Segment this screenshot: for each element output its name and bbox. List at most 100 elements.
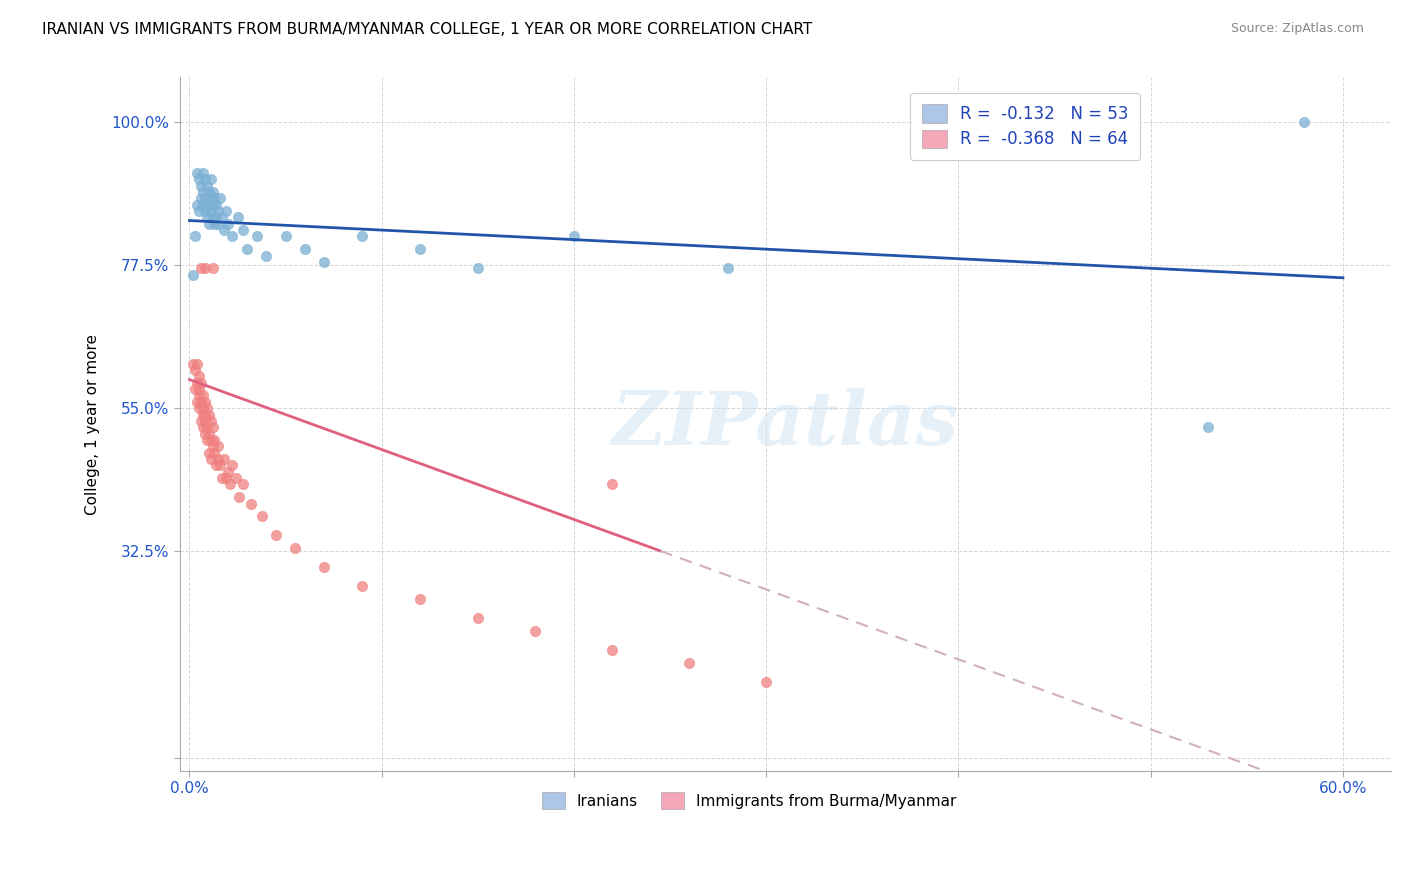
Point — [236, 242, 259, 256]
Point — [201, 261, 224, 276]
Point — [197, 408, 219, 422]
Point — [195, 420, 218, 434]
Point — [191, 166, 214, 180]
Point — [312, 560, 335, 574]
Point — [221, 458, 243, 473]
Point — [197, 445, 219, 459]
Point — [186, 166, 208, 180]
Point — [239, 497, 262, 511]
Point — [1294, 115, 1316, 129]
Point — [188, 172, 211, 186]
Point — [211, 471, 233, 485]
Point — [215, 471, 238, 485]
Point — [190, 394, 212, 409]
Point — [205, 458, 228, 473]
Point — [190, 376, 212, 390]
Point — [197, 197, 219, 211]
Point — [195, 401, 218, 416]
Text: ZIPatlas: ZIPatlas — [612, 388, 959, 460]
Point — [186, 197, 208, 211]
Y-axis label: College, 1 year or more: College, 1 year or more — [86, 334, 100, 515]
Point — [678, 656, 700, 670]
Point — [232, 223, 254, 237]
Text: Source: ZipAtlas.com: Source: ZipAtlas.com — [1230, 22, 1364, 36]
Point — [200, 191, 222, 205]
Point — [207, 217, 229, 231]
Point — [204, 217, 226, 231]
Point — [228, 490, 250, 504]
Point — [562, 229, 585, 244]
Point — [191, 388, 214, 402]
Point — [195, 197, 218, 211]
Point — [254, 248, 277, 262]
Point — [200, 414, 222, 428]
Point — [755, 674, 778, 689]
Point — [186, 357, 208, 371]
Point — [186, 376, 208, 390]
Point — [274, 229, 297, 244]
Point — [190, 261, 212, 276]
Point — [467, 261, 489, 276]
Point — [205, 197, 228, 211]
Point — [204, 445, 226, 459]
Point — [602, 477, 624, 491]
Point — [194, 414, 217, 428]
Point — [191, 197, 214, 211]
Point — [191, 185, 214, 199]
Point — [212, 452, 235, 467]
Point — [246, 229, 269, 244]
Point — [409, 591, 432, 606]
Point — [190, 191, 212, 205]
Point — [252, 509, 274, 524]
Point — [201, 197, 224, 211]
Point — [200, 172, 222, 186]
Point — [194, 204, 217, 219]
Point — [717, 261, 740, 276]
Point — [194, 408, 217, 422]
Point — [184, 363, 207, 377]
Point — [200, 204, 222, 219]
Point — [602, 643, 624, 657]
Point — [191, 401, 214, 416]
Point — [188, 388, 211, 402]
Point — [194, 261, 217, 276]
Point — [221, 229, 243, 244]
Point — [207, 204, 229, 219]
Point — [209, 458, 232, 473]
Point — [181, 268, 204, 282]
Text: IRANIAN VS IMMIGRANTS FROM BURMA/MYANMAR COLLEGE, 1 YEAR OR MORE CORRELATION CHA: IRANIAN VS IMMIGRANTS FROM BURMA/MYANMAR… — [42, 22, 813, 37]
Point — [209, 191, 232, 205]
Point — [184, 229, 207, 244]
Point — [312, 255, 335, 269]
Point — [226, 211, 249, 225]
Legend: Iranians, Immigrants from Burma/Myanmar: Iranians, Immigrants from Burma/Myanmar — [536, 786, 963, 815]
Point — [191, 408, 214, 422]
Point — [524, 624, 547, 638]
Point — [218, 477, 240, 491]
Point — [190, 178, 212, 193]
Point — [1197, 420, 1219, 434]
Point — [188, 369, 211, 384]
Point — [207, 439, 229, 453]
Point — [201, 420, 224, 434]
Point — [197, 217, 219, 231]
Point — [294, 242, 316, 256]
Point — [200, 452, 222, 467]
Point — [188, 382, 211, 396]
Point — [201, 211, 224, 225]
Point — [352, 229, 374, 244]
Point — [204, 191, 226, 205]
Point — [207, 452, 229, 467]
Point — [195, 211, 218, 225]
Point — [212, 223, 235, 237]
Point — [232, 477, 254, 491]
Point — [194, 426, 217, 441]
Point — [184, 382, 207, 396]
Point — [204, 433, 226, 447]
Point — [194, 191, 217, 205]
Point — [201, 439, 224, 453]
Point — [194, 394, 217, 409]
Point — [200, 433, 222, 447]
Point — [195, 178, 218, 193]
Point — [195, 433, 218, 447]
